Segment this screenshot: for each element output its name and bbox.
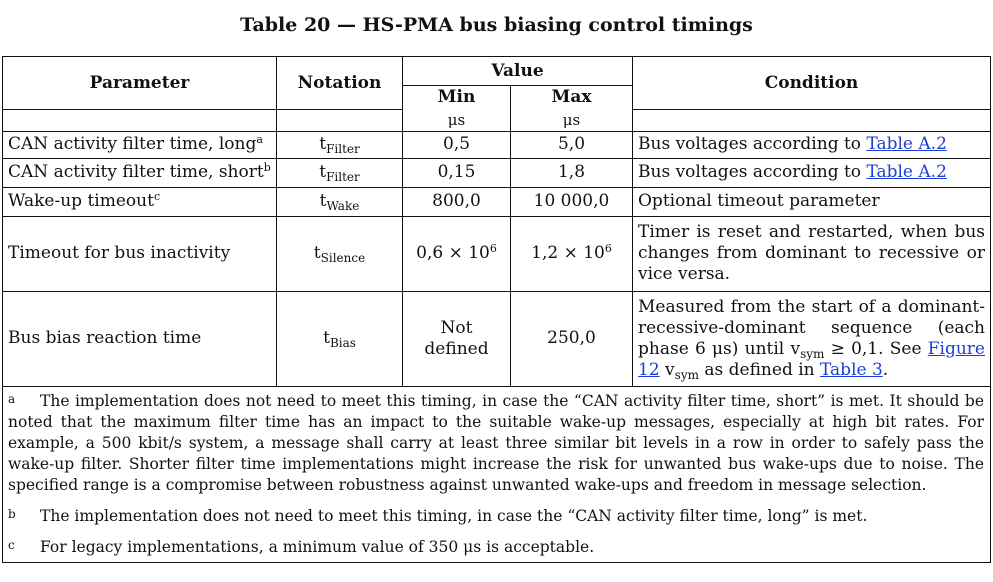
table-row: CAN activity filter time, shortb tFilter…	[2, 157, 991, 188]
footnote-mark: c	[8, 537, 15, 552]
table-row: Wake-up timeoutc tWake 800,0 10 000,0 Op…	[2, 186, 991, 217]
row-parameter: Bus bias reaction time	[2, 290, 277, 387]
footnote-c: c For legacy implementations, a minimum v…	[2, 528, 991, 563]
header-condition: Condition	[632, 56, 991, 110]
row-notation: tFilter	[276, 130, 403, 159]
header-notation-bottom	[276, 109, 403, 132]
row-condition: Measured from the start of a dominant-re…	[632, 290, 991, 387]
row-max: 5,0	[510, 130, 633, 159]
row-min: Not defined	[402, 290, 511, 387]
footnote-b: b The implementation does not need to mee…	[2, 497, 991, 529]
row-notation: tSilence	[276, 215, 403, 292]
row-parameter: Timeout for bus inactivity	[2, 215, 277, 292]
row-condition: Bus voltages according to Table A.2	[632, 130, 991, 159]
row-max: 1,2 × 106	[510, 215, 633, 292]
timings-table: Parameter Notation Value Condition Min M…	[2, 56, 991, 563]
table-a2-link[interactable]: Table A.2	[866, 162, 947, 182]
footnote-mark: a	[8, 391, 16, 406]
table-row: Bus bias reaction time tBias Not defined …	[2, 290, 991, 387]
row-parameter: CAN activity filter time, longa	[2, 130, 277, 159]
header-condition-bottom	[632, 109, 991, 132]
figure-12-link[interactable]: Figure 12	[638, 338, 985, 380]
header-value: Value	[402, 56, 633, 86]
footnote-a: a The implementation does not need to mee…	[2, 386, 991, 498]
row-notation: tWake	[276, 186, 403, 217]
footnote-text: The implementation does not need to meet…	[8, 391, 984, 494]
header-parameter-bottom	[2, 109, 277, 132]
header-min-unit: μs	[402, 109, 511, 132]
row-condition: Optional timeout parameter	[632, 186, 991, 217]
row-notation: tFilter	[276, 157, 403, 188]
row-max: 250,0	[510, 290, 633, 387]
row-min: 0,5	[402, 130, 511, 159]
row-parameter: Wake-up timeoutc	[2, 186, 277, 217]
table-caption: Table 20 — HS-PMA bus biasing control ti…	[240, 14, 753, 36]
table-3-link[interactable]: Table 3	[820, 359, 883, 380]
row-max: 10 000,0	[510, 186, 633, 217]
table-row: Timeout for bus inactivity tSilence 0,6 …	[2, 215, 991, 292]
row-notation: tBias	[276, 290, 403, 387]
header-parameter: Parameter	[2, 56, 277, 110]
footnote-text: For legacy implementations, a minimum va…	[40, 537, 595, 556]
footnote-mark: b	[8, 506, 16, 521]
header-min: Min	[402, 85, 511, 110]
row-min: 800,0	[402, 186, 511, 217]
row-condition: Bus voltages according to Table A.2	[632, 157, 991, 188]
table-a2-link[interactable]: Table A.2	[866, 134, 947, 154]
footnote-text: The implementation does not need to meet…	[40, 506, 868, 525]
header-max: Max	[510, 85, 633, 110]
row-min: 0,6 × 106	[402, 215, 511, 292]
header-max-unit: μs	[510, 109, 633, 132]
row-parameter: CAN activity filter time, shortb	[2, 157, 277, 188]
table-row: CAN activity filter time, longa tFilter …	[2, 130, 991, 159]
header-notation: Notation	[276, 56, 403, 110]
row-min: 0,15	[402, 157, 511, 188]
row-max: 1,8	[510, 157, 633, 188]
row-condition: Timer is reset and restarted, when bus c…	[632, 215, 991, 292]
